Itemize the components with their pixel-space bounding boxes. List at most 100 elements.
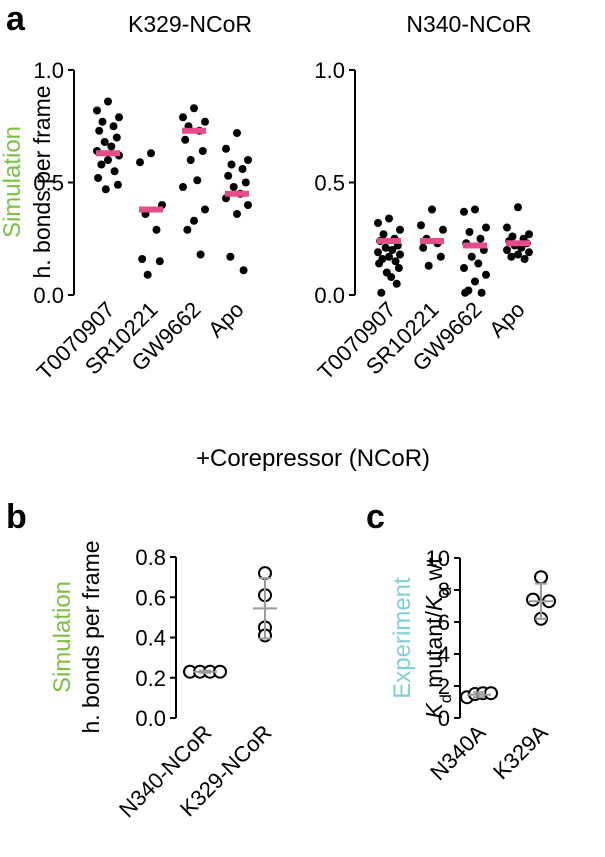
data-point: [222, 144, 230, 153]
data-point: [233, 129, 241, 137]
data-point: [147, 149, 155, 158]
data-point: [467, 252, 476, 261]
data-point: [136, 158, 144, 167]
data-point: [476, 234, 485, 243]
data-point: [104, 156, 112, 164]
data-point: [507, 252, 516, 261]
data-point: [424, 261, 433, 270]
y-tick-label: 6: [438, 610, 450, 635]
data-point: [155, 257, 164, 266]
y-tick-label: 0.0: [135, 706, 166, 731]
data-point: [244, 201, 252, 209]
data-point: [482, 223, 490, 232]
y-axis-label: h. bonds per frame: [29, 85, 55, 278]
y-tick-label: 0.5: [33, 171, 64, 196]
y-tick-label: 0.0: [314, 283, 345, 308]
chart-title: K329-NCoR: [128, 11, 252, 37]
x-tick-label: K329A: [488, 720, 553, 785]
data-point: [484, 686, 498, 701]
data-point: [514, 250, 522, 259]
y-tick-label: 2: [438, 674, 450, 699]
median-bar: [463, 242, 487, 249]
data-point: [374, 248, 382, 257]
chart-b-simulation: 0.0 0.2 0.4 0.6 0.8 Simulation h. bonds per fr…: [49, 540, 277, 822]
data-point: [98, 117, 107, 126]
median-bar: [139, 206, 163, 213]
median-bar: [225, 190, 249, 197]
data-point: [436, 252, 445, 261]
data-point: [239, 266, 248, 275]
y-tick-label: 0.2: [135, 666, 166, 691]
y-tick-label: 0.6: [135, 585, 166, 610]
panel-letter-a: a: [6, 0, 26, 38]
y-tick-label: 8: [438, 578, 450, 603]
data-point: [381, 243, 390, 252]
data-point: [388, 246, 397, 254]
data-point: [181, 135, 190, 144]
data-point: [143, 270, 152, 279]
data-point: [244, 156, 252, 164]
x-tick-label: Apo: [203, 297, 248, 342]
data-point: [460, 207, 468, 216]
data-point: [179, 113, 187, 122]
y-tick-label: 0.4: [135, 626, 166, 651]
data-point: [385, 214, 393, 223]
median-bar: [96, 150, 120, 157]
data-point: [101, 185, 110, 194]
data-point: [112, 133, 121, 142]
data-point: [471, 277, 479, 286]
data-point: [224, 171, 233, 180]
data-point: [394, 264, 403, 272]
data-point: [186, 156, 195, 164]
data-point: [526, 592, 540, 607]
data-point: [109, 122, 118, 131]
data-point: [201, 205, 209, 214]
y-tick-label: 0.8: [135, 545, 166, 570]
data-point: [227, 160, 236, 169]
data-point: [392, 279, 401, 288]
data-point: [503, 223, 511, 232]
data-point: [196, 250, 205, 259]
data-point: [417, 221, 425, 230]
data-point: [238, 165, 247, 173]
data-point: [110, 167, 119, 176]
data-point: [465, 228, 474, 236]
y-axis-label: Kd mutant/Kd wt: [421, 557, 455, 719]
data-point: [503, 246, 511, 254]
y-tick-label: 0.0: [33, 283, 64, 308]
data-point: [460, 264, 468, 272]
chart-title: N340-NCoR: [406, 11, 531, 37]
data-point: [107, 142, 116, 151]
data-point: [385, 252, 393, 261]
figure-caption: +Corepressor (NCoR): [196, 445, 430, 472]
data-point: [183, 225, 192, 234]
median-bar: [420, 238, 444, 244]
y-tick-label: 0.5: [314, 171, 345, 196]
data-point: [482, 270, 490, 279]
data-point: [396, 225, 404, 234]
data-point: [179, 183, 187, 191]
data-point: [233, 210, 241, 218]
data-point: [190, 216, 198, 225]
panel-letter-b: b: [6, 498, 27, 536]
data-point: [525, 230, 533, 239]
data-point: [198, 147, 207, 155]
data-point: [534, 570, 548, 585]
data-point: [152, 225, 161, 234]
data-point: [97, 160, 106, 169]
data-point: [471, 205, 479, 214]
data-point: [474, 259, 483, 268]
data-point: [94, 174, 103, 182]
data-point: [229, 183, 238, 191]
data-point: [100, 138, 109, 146]
data-point: [396, 250, 404, 259]
data-point: [374, 219, 382, 227]
median-bar: [506, 240, 530, 247]
panel-letter-c: c: [366, 498, 385, 536]
data-point: [377, 288, 386, 297]
data-point: [419, 243, 428, 252]
x-tick-label: Apo: [484, 297, 529, 342]
data-point: [514, 203, 522, 212]
